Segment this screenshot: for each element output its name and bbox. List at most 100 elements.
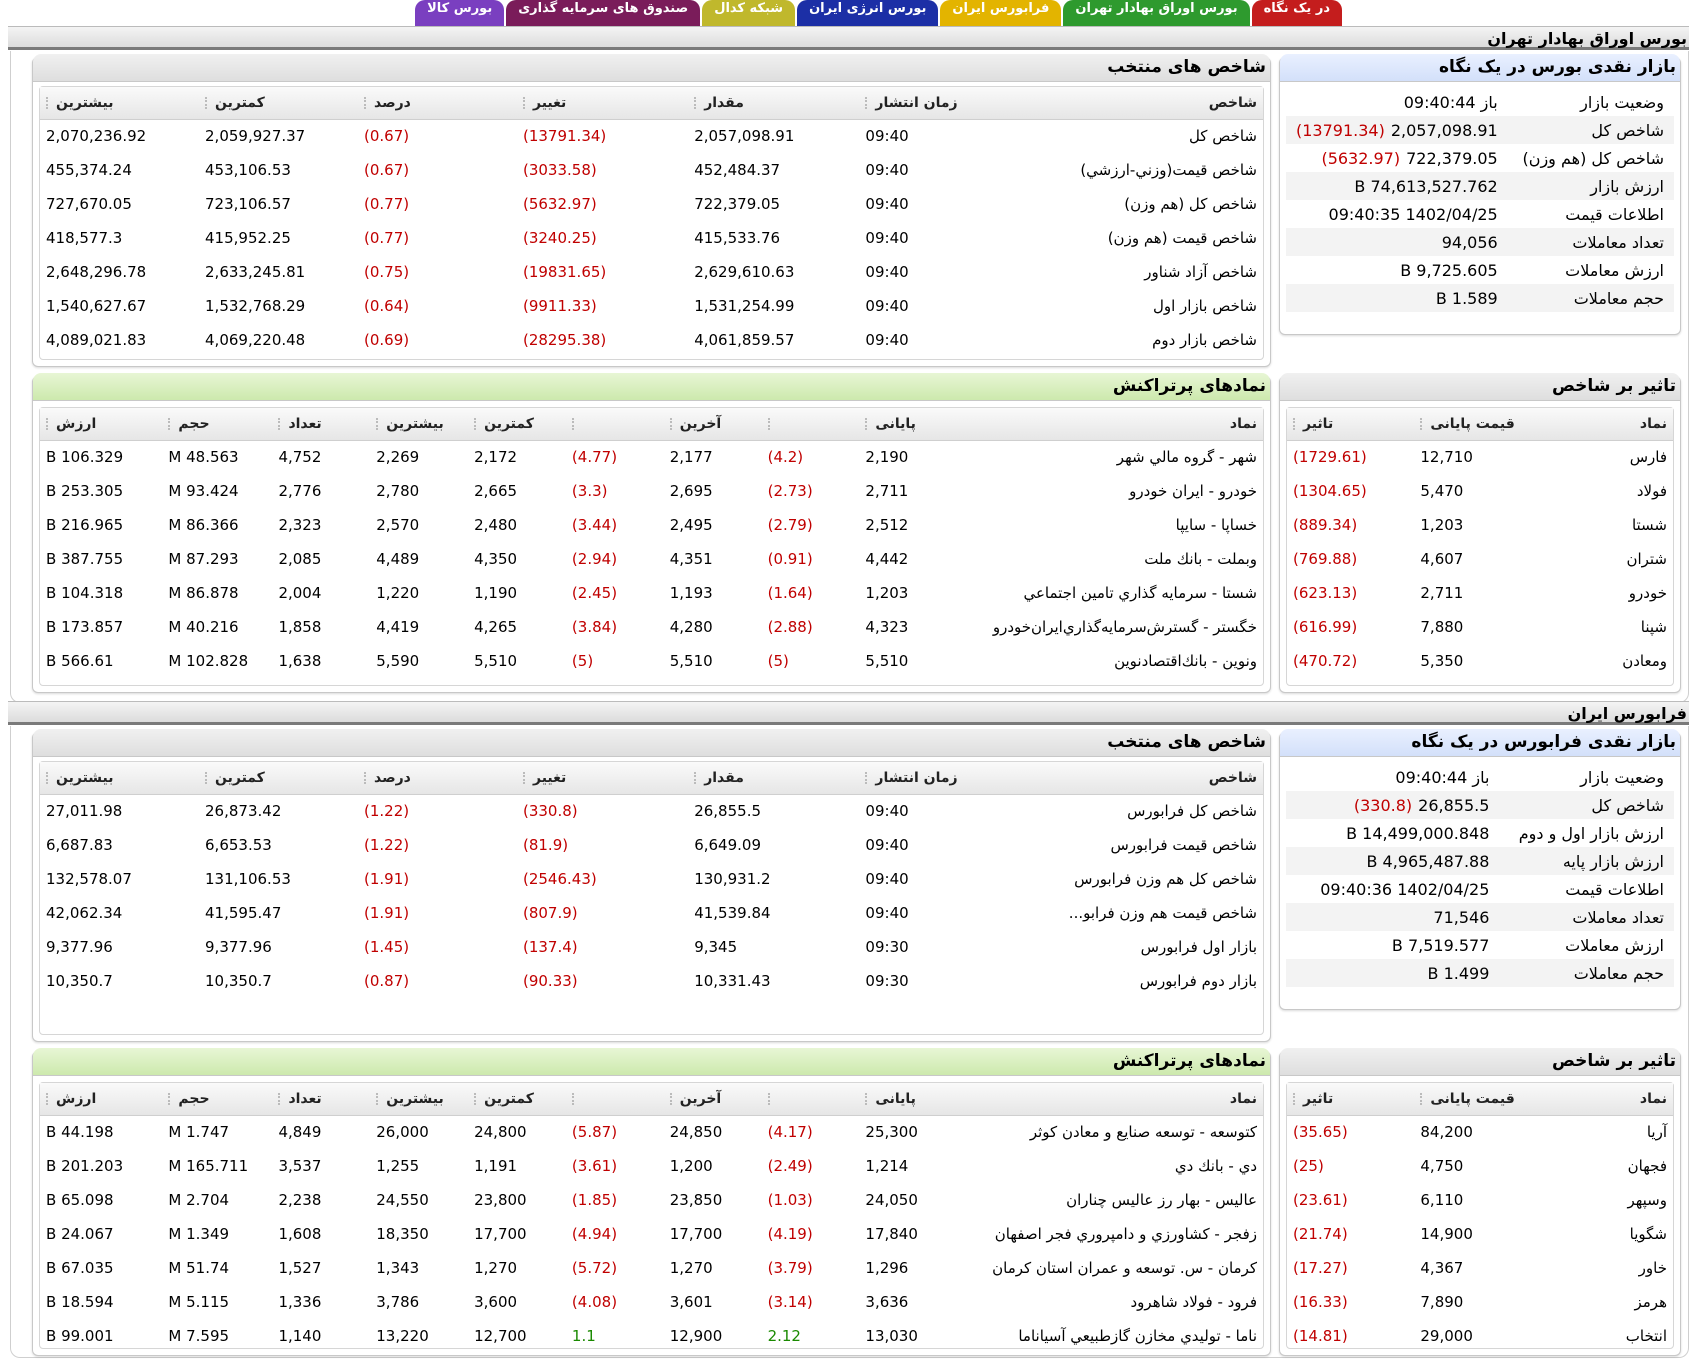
row-value-cell: 1.1	[571, 1327, 596, 1345]
glance-value: 7,519.577 B	[1286, 931, 1499, 959]
column-header[interactable]: بیشترین	[40, 87, 200, 120]
tab-0[interactable]: در یک نگاه	[1251, 0, 1342, 27]
column-header[interactable]: کمترین	[199, 87, 358, 120]
table-row[interactable]: شاخص قيمت (هم وزن) 09:40 415,533.76 (3240.2…	[40, 221, 1263, 255]
tab-6[interactable]: بورس کالا	[415, 0, 505, 27]
column-header[interactable]: نماد	[1541, 1083, 1673, 1116]
column-header[interactable]	[761, 408, 860, 441]
row-value-cell: 1,858	[278, 618, 322, 636]
column-header[interactable]: شاخص	[1018, 87, 1263, 120]
table-row[interactable]: شاخص کل (هم وزن) 09:40 722,379.05 (5632.97)…	[40, 187, 1263, 221]
column-header[interactable]: پایانی	[859, 1083, 958, 1116]
row-value-cell: (4.77)	[571, 448, 618, 467]
tab-5[interactable]: صندوق های سرمایه گذاری	[506, 0, 701, 27]
table-row[interactable]: شستا 1,203 (889.34)	[1287, 508, 1673, 542]
table-row[interactable]: دي - بانك دي 1,214 (2.49) 1,200 (3.61) 1,191 1…	[40, 1149, 1263, 1183]
column-header[interactable]: کمترین	[468, 1083, 566, 1116]
table-row[interactable]: ونوين - بانك‌اقتصادنوين 5,510 (5) 5,510 (5) 5…	[40, 644, 1263, 678]
column-header[interactable]: تاثیر	[1287, 1083, 1415, 1116]
table-row[interactable]: زفجر - كشاورزي و دامپروري فجر اصفهان 17,8…	[40, 1217, 1263, 1251]
column-header[interactable]: درصد	[358, 87, 517, 120]
row-value-cell: 09:40	[865, 870, 909, 888]
tab-label: در یک نگاه	[1263, 1, 1330, 16]
table-row[interactable]: شاخص قيمت(وزني-ارزشي) 09:40 452,484.37 (303…	[40, 153, 1263, 187]
table-row[interactable]: انتخاب 29,000 (14.81)	[1287, 1319, 1673, 1353]
column-header[interactable]	[565, 1083, 664, 1116]
column-header[interactable]: حجم	[162, 408, 273, 441]
column-header[interactable]: نماد	[957, 1083, 1263, 1116]
table-row[interactable]: فولاد 5,470 (1304.65)	[1287, 474, 1673, 508]
table-row[interactable]: شستا - سرمايه گذاري تامين اجتماعي 1,203 (1…	[40, 576, 1263, 610]
column-header[interactable]: زمان انتشار	[859, 762, 1019, 795]
column-header[interactable]: ارزش	[40, 1083, 163, 1116]
column-header[interactable]: مقدار	[688, 87, 860, 120]
table-row[interactable]: خودرو 2,711 (623.13)	[1287, 576, 1673, 610]
table-row[interactable]: شاخص بازار دوم 09:40 4,061,859.57 (28295.38…	[40, 323, 1263, 357]
column-header[interactable]: تاثیر	[1287, 408, 1415, 441]
table-row[interactable]: وبملت - بانك ملت 4,442 (0.91) 4,351 (2.94) 4,…	[40, 542, 1263, 576]
table-row[interactable]: فجهان 4,750 (25)	[1287, 1149, 1673, 1183]
row-value-cell: 17,700	[669, 1225, 723, 1243]
table-row[interactable]: شاخص کل 09:40 2,057,098.91 (13791.34) (0.67)…	[40, 119, 1263, 153]
column-header[interactable]: بیشترین	[370, 1083, 469, 1116]
row-value-cell: 42,062.34	[46, 904, 123, 922]
table-row[interactable]: خودرو - ايران خودرو 2,711 (2.73) 2,695 (3.3)…	[40, 474, 1263, 508]
column-header[interactable]: پایانی	[859, 408, 958, 441]
table-row[interactable]: شپنا 7,880 (616.99)	[1287, 610, 1673, 644]
table-row[interactable]: شگويا 14,900 (21.74)	[1287, 1217, 1673, 1251]
table-row[interactable]: خاور 4,367 (17.27)	[1287, 1251, 1673, 1285]
table-row[interactable]: شاخص کل هم وزن فرابورس 09:40 130,931.2 (254…	[40, 862, 1263, 896]
table-row[interactable]: كتوسعه - توسعه صنايع و معادن كوثر 25,300 (…	[40, 1115, 1263, 1149]
table-row[interactable]: خساپا - سايپا 2,512 (2.79) 2,495 (3.44) 2,480…	[40, 508, 1263, 542]
column-header[interactable]: کمترین	[468, 408, 566, 441]
column-header[interactable]: آخرین	[663, 408, 762, 441]
table-row[interactable]: شتران 4,607 (769.88)	[1287, 542, 1673, 576]
row-name-cell: كرمان - س. توسعه و عمران استان كرمان	[992, 1259, 1257, 1277]
column-header[interactable]: شاخص	[1018, 762, 1263, 795]
column-header[interactable]: قیمت پایانی	[1414, 1083, 1542, 1116]
tab-3[interactable]: بورس انرژی ایران	[797, 0, 939, 27]
column-header[interactable]: مقدار	[688, 762, 860, 795]
row-value-cell: (0.77)	[364, 195, 410, 213]
column-header[interactable]: تعداد	[272, 408, 371, 441]
table-row[interactable]: بازار دوم فرابورس 09:30 10,331.43 (90.33) (0…	[40, 964, 1263, 998]
table-row[interactable]: شاخص کل فرابورس 09:40 26,855.5 (330.8) (1.22…	[40, 794, 1263, 828]
column-header[interactable]	[565, 408, 664, 441]
table-row[interactable]: وسپهر 6,110 (23.61)	[1287, 1183, 1673, 1217]
table-row[interactable]: ناما - توليدي مخازن گازطبيعي آسيا‌ناما 13…	[40, 1319, 1263, 1353]
tab-1[interactable]: بورس اوراق بهادار تهران	[1063, 0, 1250, 27]
table-row[interactable]: ومعادن 5,350 (470.72)	[1287, 644, 1673, 678]
table-row[interactable]: شهر - گروه مالي شهر 2,190 (4.2) 2,177 (4.77)…	[40, 440, 1263, 474]
table-row[interactable]: بازار اول فرابورس 09:30 9,345 (137.4) (1.45)…	[40, 930, 1263, 964]
column-header[interactable]: درصد	[358, 762, 517, 795]
column-header[interactable]: تغییر	[516, 87, 689, 120]
row-value-cell: 5,590	[376, 652, 420, 670]
table-row[interactable]: خگستر - گسترش‌سرمايه‌گذاري‌ايران‌خودرو 4,…	[40, 610, 1263, 644]
column-header[interactable]: نماد	[1541, 408, 1673, 441]
column-header[interactable]: نماد	[957, 408, 1263, 441]
tab-2[interactable]: فرابورس ایران	[940, 0, 1062, 27]
column-header[interactable]	[761, 1083, 860, 1116]
table-row[interactable]: هرمز 7,890 (16.33)	[1287, 1285, 1673, 1319]
column-header[interactable]: بیشترین	[40, 762, 200, 795]
column-header[interactable]: ارزش	[40, 408, 163, 441]
column-header[interactable]: تغییر	[516, 762, 689, 795]
column-header[interactable]: کمترین	[199, 762, 358, 795]
tab-4[interactable]: شبکه کدال	[702, 0, 796, 27]
table-row[interactable]: كرمان - س. توسعه و عمران استان كرمان 1,29…	[40, 1251, 1263, 1285]
table-row[interactable]: فرود - فولاد شاهرود 3,636 (3.14) 3,601 (4.08…	[40, 1285, 1263, 1319]
column-header[interactable]: تعداد	[272, 1083, 371, 1116]
table-row[interactable]: شاخص بازار اول 09:40 1,531,254.99 (9911.33)…	[40, 289, 1263, 323]
table-row[interactable]: شاخص قیمت هم وزن فرابو... 09:40 41,539.84 (…	[40, 896, 1263, 930]
column-header[interactable]: زمان انتشار	[859, 87, 1019, 120]
column-header[interactable]: قیمت پایانی	[1414, 408, 1542, 441]
table-row[interactable]: شاخص آزاد شناور 09:40 2,629,610.63 (19831.6…	[40, 255, 1263, 289]
column-header[interactable]: آخرین	[663, 1083, 762, 1116]
row-value-cell: 09:40	[865, 127, 909, 146]
table-row[interactable]: شاخص قیمت فرابورس 09:40 6,649.09 (81.9) (1.2…	[40, 828, 1263, 862]
column-header[interactable]: بیشترین	[370, 408, 469, 441]
table-row[interactable]: آريا 84,200 (35.65)	[1287, 1115, 1673, 1149]
table-row[interactable]: عاليس - بهار رز عاليس چناران 24,050 (1.03)…	[40, 1183, 1263, 1217]
column-header[interactable]: حجم	[162, 1083, 273, 1116]
table-row[interactable]: فارس 12,710 (1729.61)	[1287, 440, 1673, 474]
